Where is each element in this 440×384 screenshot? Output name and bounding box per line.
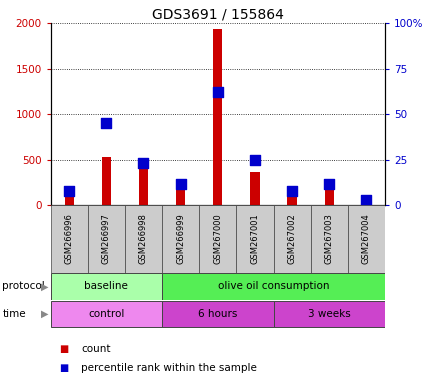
Bar [236, 205, 274, 273]
Point [363, 197, 370, 203]
Bar [325, 181, 334, 205]
Text: GSM266996: GSM266996 [65, 214, 73, 265]
Text: control: control [88, 309, 125, 319]
Text: ▶: ▶ [41, 281, 48, 291]
Bar [348, 205, 385, 273]
Point [251, 157, 258, 163]
Text: ■: ■ [59, 344, 69, 354]
Bar [287, 193, 297, 205]
Bar [162, 205, 199, 273]
Text: count: count [81, 344, 111, 354]
Bar [102, 157, 111, 205]
Point [177, 180, 184, 187]
Point [103, 120, 110, 126]
Bar [213, 28, 223, 205]
Bar [274, 205, 311, 273]
Bar [311, 205, 348, 273]
Text: protocol: protocol [2, 281, 45, 291]
Bar [250, 172, 260, 205]
Point [66, 188, 73, 194]
Point [289, 188, 296, 194]
Bar [176, 184, 185, 205]
Point [326, 180, 333, 187]
Text: GSM266997: GSM266997 [102, 214, 111, 265]
Point [140, 161, 147, 167]
Bar [51, 205, 88, 273]
Bar [125, 205, 162, 273]
Text: percentile rank within the sample: percentile rank within the sample [81, 363, 257, 373]
Text: GSM266999: GSM266999 [176, 214, 185, 265]
Bar [162, 273, 385, 300]
Bar [139, 164, 148, 205]
Text: GSM267002: GSM267002 [288, 214, 297, 265]
Text: GSM267000: GSM267000 [213, 214, 222, 265]
Bar [162, 301, 274, 328]
Text: GSM266998: GSM266998 [139, 214, 148, 265]
Bar [88, 205, 125, 273]
Bar [65, 195, 74, 205]
Text: 3 weeks: 3 weeks [308, 309, 351, 319]
Bar [199, 205, 236, 273]
Bar [362, 196, 371, 205]
Text: olive oil consumption: olive oil consumption [218, 281, 329, 291]
Bar [274, 301, 385, 328]
Bar [51, 273, 162, 300]
Bar [51, 301, 162, 328]
Text: GSM267003: GSM267003 [325, 214, 334, 265]
Text: ■: ■ [59, 363, 69, 373]
Text: time: time [2, 309, 26, 319]
Title: GDS3691 / 155864: GDS3691 / 155864 [152, 8, 284, 22]
Text: GSM267001: GSM267001 [250, 214, 260, 265]
Text: ▶: ▶ [41, 309, 48, 319]
Text: GSM267004: GSM267004 [362, 214, 371, 265]
Text: baseline: baseline [84, 281, 128, 291]
Point [214, 89, 221, 95]
Text: 6 hours: 6 hours [198, 309, 238, 319]
